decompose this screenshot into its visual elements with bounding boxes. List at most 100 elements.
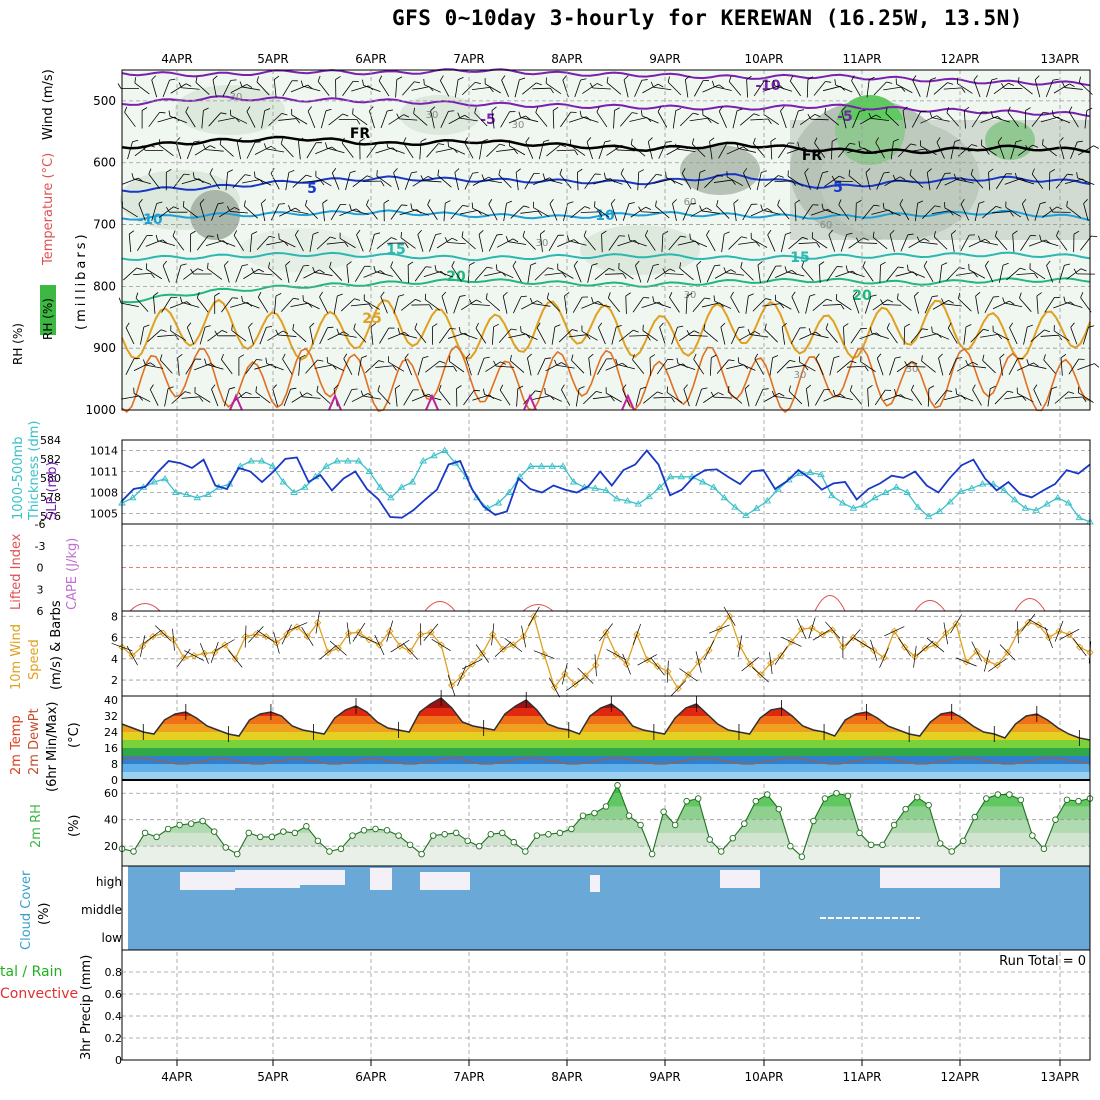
wind-barb-flag xyxy=(162,260,167,266)
wind-barb xyxy=(764,175,784,188)
wind-barb xyxy=(753,137,766,158)
wind-barb-staff xyxy=(1066,206,1082,219)
wind-barb-staff xyxy=(960,203,970,221)
wind-barb xyxy=(702,109,719,125)
rh-point xyxy=(637,821,644,829)
wind-barb-10m xyxy=(1044,627,1053,649)
wind-barb xyxy=(916,236,938,245)
wind-barb xyxy=(582,83,603,94)
wind-barb xyxy=(737,357,756,371)
thickness-point xyxy=(322,462,331,469)
wind-barb-flag xyxy=(474,389,480,392)
wind-barb-flag xyxy=(1025,107,1031,111)
wind-barb-flag xyxy=(388,327,395,329)
wind-barb-flag xyxy=(561,362,567,366)
wind-barb-10m xyxy=(774,646,788,665)
wind-barb xyxy=(606,145,627,156)
wind-barb-10m xyxy=(1054,620,1064,642)
wind-speed-point xyxy=(159,629,167,637)
wind-barb xyxy=(471,202,490,217)
wind-speed-point xyxy=(1024,619,1032,627)
wind-barb-staff xyxy=(958,298,972,312)
wind-speed-point xyxy=(149,632,157,641)
wind-barb-staff xyxy=(474,266,488,282)
wind-barb-flag xyxy=(498,169,501,175)
wind-barb-staff xyxy=(196,297,209,313)
wind-barb xyxy=(873,81,893,96)
wind-barb xyxy=(637,169,645,191)
wind-barb-flag xyxy=(138,198,143,205)
wind-barb xyxy=(866,76,875,98)
wind-barb xyxy=(622,384,630,407)
cloud-level-label: middle xyxy=(81,903,122,917)
wind-barb xyxy=(764,323,778,343)
wind-barb-flag xyxy=(577,168,583,173)
wind-barb-flag xyxy=(229,109,232,116)
wind-barb-flag xyxy=(1066,200,1068,207)
wind-barb-staff xyxy=(477,358,485,376)
thickness-point xyxy=(1032,506,1041,513)
wind-barb-flag xyxy=(917,200,924,204)
rh-point xyxy=(925,801,932,809)
wind-barb-staff xyxy=(767,234,776,252)
wind-barb-staff xyxy=(1046,265,1054,283)
wind-barb-staff xyxy=(668,235,681,251)
wind-barb-flag xyxy=(893,138,899,142)
wind-barb-flag xyxy=(630,138,633,145)
wind-barb xyxy=(921,355,936,373)
wind-barb xyxy=(315,146,337,155)
rh-point xyxy=(441,830,448,838)
wind-barb-staff xyxy=(148,173,160,189)
wind-barb-flag xyxy=(544,387,546,394)
wind-barb-staff xyxy=(1017,362,1034,371)
wind-barb-staff xyxy=(498,328,512,343)
wind-barb xyxy=(750,232,768,248)
wind-barb xyxy=(474,266,493,282)
wind-barb-flag xyxy=(955,388,958,395)
wind-barb-staff xyxy=(1042,206,1058,218)
wind-barb-staff xyxy=(975,295,979,314)
wind-barb xyxy=(797,141,817,154)
thickness-point xyxy=(1064,499,1073,506)
wind-barb-flag xyxy=(645,206,652,210)
wind-barb-staff xyxy=(363,85,381,92)
wind-barb xyxy=(892,174,914,183)
precip-tick: 0 xyxy=(115,1054,122,1067)
rh-point xyxy=(1040,845,1048,853)
wind-barb xyxy=(818,261,825,284)
wind-barb-staff xyxy=(545,83,562,94)
wind-barb xyxy=(532,177,555,186)
wind-barb-flag xyxy=(647,137,653,142)
wind-barb-flag xyxy=(808,328,812,334)
date-label-bottom: 8APR xyxy=(551,1070,582,1084)
wind-barb-staff xyxy=(814,389,825,406)
wind-barb-flag xyxy=(350,170,356,173)
wind-barb xyxy=(362,79,381,92)
wind-barb-staff xyxy=(162,265,170,283)
wind-barb-flag xyxy=(193,140,200,143)
wind-barb xyxy=(1073,268,1095,275)
wind-barb-flag xyxy=(270,145,277,150)
wind-barb-staff xyxy=(403,142,414,159)
wind-barb-flag xyxy=(741,236,748,239)
wind-barb-10m xyxy=(781,636,802,647)
wind-barb-staff xyxy=(278,334,297,337)
wind-barb xyxy=(545,77,562,94)
wind-barb-flag xyxy=(282,330,289,335)
wind-barb xyxy=(365,360,385,374)
wind-barb xyxy=(1044,296,1061,313)
wind-barb-staff xyxy=(403,389,414,406)
wind-barb xyxy=(335,76,341,98)
wind-speed-point xyxy=(561,670,569,678)
date-label-top: 11APR xyxy=(842,52,881,66)
wind-barb-flag xyxy=(846,232,853,235)
wind-barb-staff xyxy=(695,388,703,407)
wind-speed-point xyxy=(756,671,765,679)
wind-barb-staff xyxy=(170,330,187,341)
wind-barb-staff xyxy=(756,172,762,191)
rh-point xyxy=(741,820,748,827)
wind-barb xyxy=(275,329,297,337)
wind-barb-staff xyxy=(472,208,490,217)
wind-barb-flag xyxy=(266,325,273,328)
